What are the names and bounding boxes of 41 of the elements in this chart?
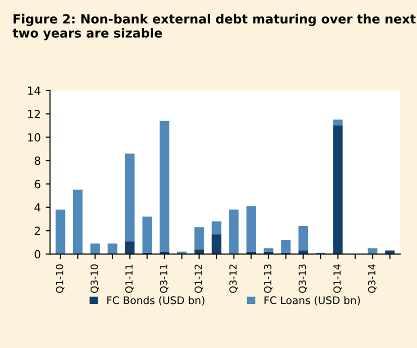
y-tick-label: 2 xyxy=(34,226,40,235)
x-tick-label: Q3-14 xyxy=(368,264,377,293)
x-tick-label: Q3-11 xyxy=(160,264,168,293)
y-tick-label: 14 xyxy=(28,86,40,95)
bar xyxy=(246,206,256,252)
bar xyxy=(281,240,291,253)
bar xyxy=(368,248,378,254)
x-tick-label: Q3-12 xyxy=(229,264,238,293)
x-tick-label: Q3-10 xyxy=(90,264,100,293)
bar xyxy=(212,221,222,234)
bar xyxy=(160,252,170,254)
legend-label: FC Loans (USD bn) xyxy=(264,296,360,306)
x-tick-label: Q1-14 xyxy=(333,264,342,293)
x-tick-label: Q1-12 xyxy=(194,264,204,293)
bar xyxy=(194,227,204,250)
y-tick-label: 10 xyxy=(28,133,40,142)
x-tick-label: Q3-13 xyxy=(298,264,308,293)
bar xyxy=(264,248,274,252)
bar xyxy=(125,154,135,242)
bar xyxy=(73,190,83,254)
y-tick-label: 4 xyxy=(34,203,40,212)
bar xyxy=(142,216,152,253)
legend-label: FC Bonds (USD bn) xyxy=(107,296,204,306)
x-tick-label: Q1-10 xyxy=(56,264,64,293)
x-tick-label: Q1-13 xyxy=(264,264,272,293)
bar xyxy=(90,244,100,254)
bar xyxy=(125,241,135,254)
bar xyxy=(229,210,239,254)
bar xyxy=(212,234,222,254)
y-tick-label: 8 xyxy=(34,156,40,165)
y-tick-label: 0 xyxy=(34,250,40,258)
bar xyxy=(298,226,308,251)
chart-title: Figure 2: Non-bank external debt maturing over the next two years are sizable xyxy=(12,14,416,40)
bar xyxy=(108,244,118,254)
bar xyxy=(56,210,66,254)
x-tick-label: Q1-11 xyxy=(125,264,134,293)
bar xyxy=(333,120,343,126)
bar xyxy=(160,120,170,252)
bar xyxy=(333,126,343,254)
y-tick-label: 6 xyxy=(34,180,40,188)
y-tick-label: 12 xyxy=(28,110,40,118)
